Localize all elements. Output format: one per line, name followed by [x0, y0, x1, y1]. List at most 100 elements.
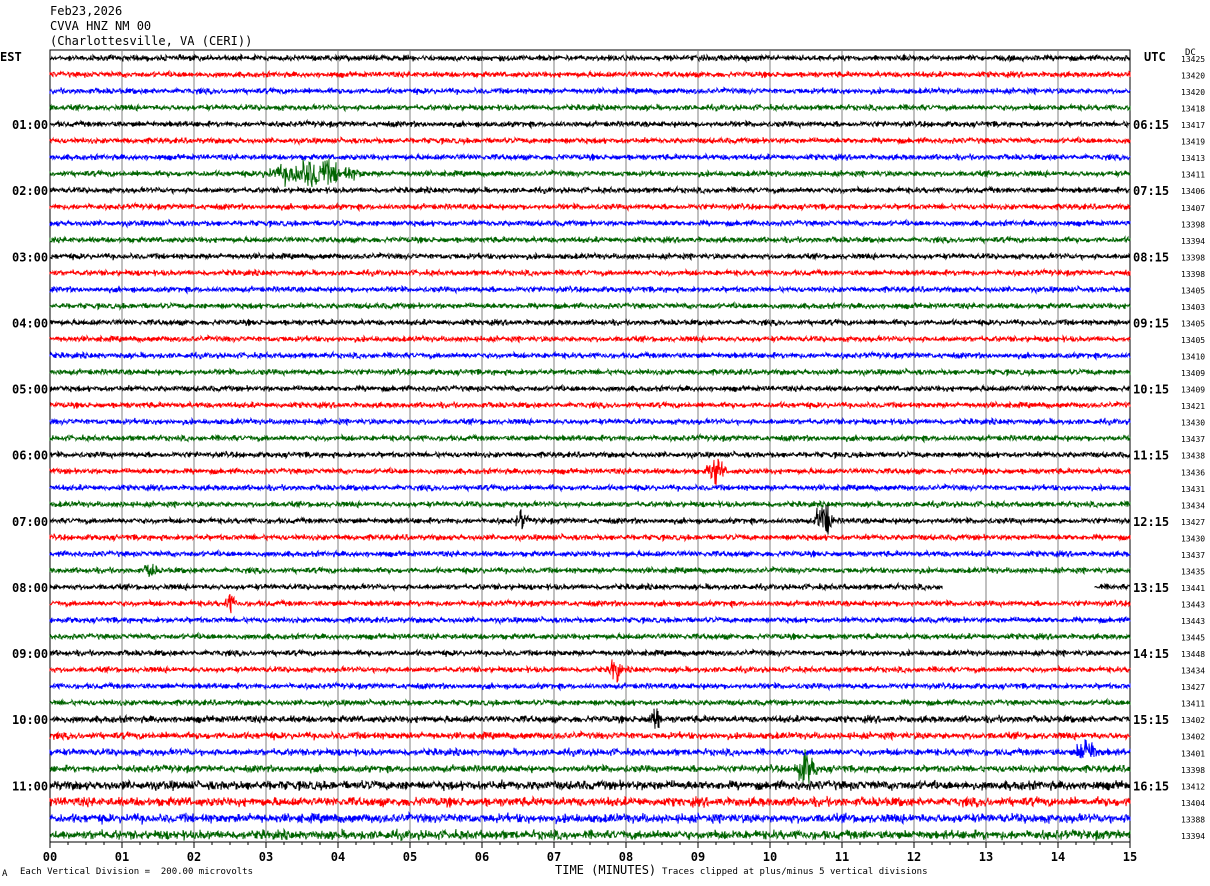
trace-line [49, 350, 1131, 361]
dc-offset-label: 13443 [1181, 617, 1205, 626]
x-tick-label: 03 [259, 850, 273, 864]
trace-line [49, 795, 1131, 808]
dc-offset-label: 13403 [1181, 303, 1205, 312]
dc-offset-label: 13443 [1181, 600, 1205, 609]
trace-line [49, 432, 1131, 444]
trace-line [49, 334, 1131, 344]
trace-line [49, 739, 1131, 759]
dc-offset-label: 13411 [1181, 700, 1205, 709]
dc-offset-label: 13402 [1181, 733, 1205, 742]
dc-offset-label: 13410 [1181, 353, 1205, 362]
dc-offset-label: 13448 [1181, 650, 1205, 659]
trace-line [49, 749, 1131, 784]
dc-offset-label: 13405 [1181, 319, 1205, 328]
right-hour-label: 11:15 [1133, 449, 1169, 463]
dc-offset-label: 13418 [1181, 105, 1205, 114]
right-hour-label: 15:15 [1133, 713, 1169, 727]
clip-note: Traces clipped at plus/minus 5 vertical … [662, 867, 928, 877]
dc-offset-label: 13405 [1181, 336, 1205, 345]
dc-offset-label: 13435 [1181, 567, 1205, 576]
dc-offset-label: 13427 [1181, 683, 1205, 692]
left-hour-label: 10:00 [12, 713, 48, 727]
right-hour-label: 12:15 [1133, 515, 1169, 529]
left-timezone-label: EST [0, 50, 22, 64]
dc-offset-label: 13407 [1181, 204, 1205, 213]
dc-offset-label: 13445 [1181, 634, 1205, 643]
trace-line [49, 499, 1131, 510]
dc-offset-label: 13421 [1181, 402, 1205, 411]
dc-offset-label: 13398 [1181, 253, 1205, 262]
dc-offset-label: 13406 [1181, 187, 1205, 196]
trace-line [49, 267, 1131, 278]
x-tick-label: 10 [763, 850, 777, 864]
dc-offset-label: 13398 [1181, 766, 1205, 775]
x-tick-label: 09 [691, 850, 705, 864]
dc-offset-label: 13430 [1181, 419, 1205, 428]
dc-offset-label: 13425 [1181, 55, 1205, 64]
x-tick-label: 08 [619, 850, 633, 864]
left-hour-label: 08:00 [12, 581, 48, 595]
trace-line [49, 158, 1131, 188]
x-tick-label: 13 [979, 850, 993, 864]
dc-offset-label: 13404 [1181, 799, 1205, 808]
trace-line [49, 697, 1131, 708]
trace-line [49, 118, 1131, 130]
trace-line [49, 708, 1131, 729]
trace-line [49, 201, 1131, 213]
left-hour-label: 11:00 [12, 779, 48, 793]
left-hour-label: 03:00 [12, 250, 48, 264]
dc-offset-label: 13431 [1181, 485, 1205, 494]
dc-offset-label: 13434 [1181, 667, 1205, 676]
dc-offset-label: 13405 [1181, 286, 1205, 295]
dc-offset-label: 13412 [1181, 782, 1205, 791]
trace-line [49, 317, 1131, 328]
dc-offset-label: 13398 [1181, 220, 1205, 229]
x-tick-label: 02 [187, 850, 201, 864]
trace-line [49, 135, 1131, 146]
trace-line [49, 383, 1131, 394]
left-hour-label: 06:00 [12, 449, 48, 463]
trace-line [49, 251, 1131, 262]
left-hour-label: 07:00 [12, 515, 48, 529]
x-tick-label: 05 [403, 850, 417, 864]
dc-offset-label: 13411 [1181, 171, 1205, 180]
trace-line [49, 482, 1131, 493]
trace-line [49, 680, 1131, 692]
trace-line [49, 615, 1131, 626]
plot-frame [49, 49, 1131, 843]
trace-line [49, 235, 1131, 245]
left-hour-label: 02:00 [12, 184, 48, 198]
trace-line [49, 810, 1131, 826]
corner-mark: A [2, 869, 8, 879]
trace-line [49, 532, 1131, 543]
station-location: (Charlottesville, VA (CERI)) [50, 34, 253, 48]
dc-offset-label: 13437 [1181, 551, 1205, 560]
x-tick-label: 07 [547, 850, 561, 864]
dc-offset-label: 13437 [1181, 435, 1205, 444]
scale-note: Each Vertical Division = 200.00 microvol… [20, 867, 253, 877]
x-tick-label: 12 [907, 850, 921, 864]
trace-line [49, 563, 1131, 578]
x-tick-label: 04 [331, 850, 345, 864]
trace-line [49, 648, 1131, 658]
trace-line [49, 458, 1131, 486]
trace-line [49, 504, 1131, 535]
dc-offset-label: 13401 [1181, 749, 1205, 758]
trace-line [49, 218, 1131, 229]
trace-line [49, 102, 1131, 113]
x-axis-label: TIME (MINUTES) [555, 863, 657, 877]
x-tick-label: 06 [475, 850, 489, 864]
x-tick-label: 00 [43, 850, 57, 864]
trace-line [49, 69, 1131, 79]
trace-line [49, 152, 1131, 162]
dc-offset-label: 13409 [1181, 369, 1205, 378]
trace-line [49, 631, 1131, 641]
right-hour-label: 13:15 [1133, 581, 1169, 595]
trace-line [49, 367, 1131, 378]
dc-offset-label: 13438 [1181, 452, 1205, 461]
left-hour-label: 05:00 [12, 383, 48, 397]
x-tick-label: 14 [1051, 850, 1065, 864]
dc-offset-label: 13434 [1181, 501, 1205, 510]
right-hour-label: 09:15 [1133, 316, 1169, 330]
